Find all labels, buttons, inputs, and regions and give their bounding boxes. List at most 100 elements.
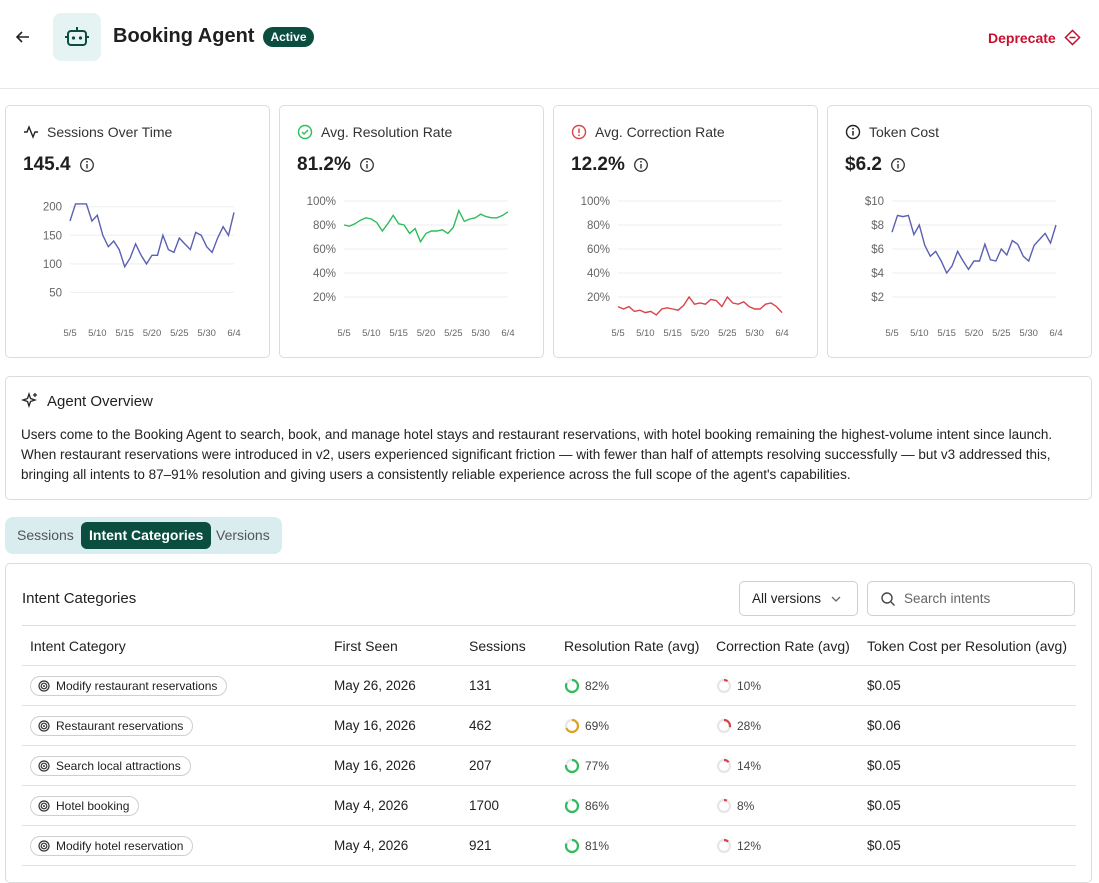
x-tick-label: 6/4 xyxy=(775,328,788,339)
y-tick-label: $10 xyxy=(865,196,884,208)
correction-rate: 8% xyxy=(716,798,867,814)
tab[interactable]: Versions xyxy=(216,527,270,543)
correction-rate: 28% xyxy=(716,718,867,734)
metric-icon xyxy=(571,124,587,140)
intent-cell: Modify restaurant reservations xyxy=(22,675,334,696)
metric-title-text: Avg. Correction Rate xyxy=(595,124,725,140)
deprecate-button[interactable]: Deprecate xyxy=(988,29,1081,46)
column-header: Intent Category xyxy=(30,637,126,654)
token-cost: $0.05 xyxy=(867,678,901,693)
x-tick-label: 5/15 xyxy=(663,328,682,339)
column-header: Correction Rate (avg) xyxy=(716,637,850,654)
metric-card: Avg. Resolution Rate 81.2% 20% 40% 60% 80% 100… xyxy=(279,105,544,358)
metric-value: 145.4 xyxy=(23,154,95,176)
metric-icon xyxy=(24,125,38,139)
ring-arc xyxy=(564,718,580,733)
rate-ring xyxy=(716,798,732,813)
x-tick-label: 5/20 xyxy=(417,328,436,339)
overview-card: Agent Overview Users come to the Booking… xyxy=(5,376,1092,500)
info-icon xyxy=(79,158,94,172)
correction-rate: 10% xyxy=(716,678,867,694)
first-seen: May 26, 2026 xyxy=(334,678,416,693)
ring-arc xyxy=(564,678,580,693)
rate-label: 86% xyxy=(585,798,610,813)
rate-label: 77% xyxy=(585,758,610,773)
x-tick-label: 5/10 xyxy=(362,328,381,339)
x-tick-label: 6/4 xyxy=(227,328,240,339)
search-input[interactable]: Search intents xyxy=(867,581,1075,616)
rate-label: 12% xyxy=(737,838,762,853)
rate-label: 10% xyxy=(737,678,762,693)
x-tick-label: 5/5 xyxy=(63,328,76,339)
metric-card: Sessions Over Time 145.4 50 100 150 200 5/5 5/1… xyxy=(5,105,270,358)
y-tick-label: 40% xyxy=(587,268,610,280)
metric-title: Token Cost xyxy=(845,124,939,140)
column-header: Sessions xyxy=(469,637,526,654)
y-tick-label: 20% xyxy=(587,292,610,304)
rate-ring xyxy=(564,798,580,813)
y-tick-label: 60% xyxy=(587,244,610,256)
first-seen: May 16, 2026 xyxy=(334,718,416,733)
x-tick-label: 5/25 xyxy=(992,328,1011,339)
y-tick-label: 80% xyxy=(313,220,336,232)
intent-icon xyxy=(38,719,50,732)
x-tick-label: 6/4 xyxy=(1049,328,1062,339)
x-tick-label: 5/10 xyxy=(636,328,655,339)
intent-chip: Search local attractions xyxy=(30,755,191,776)
mini-chart: 20% 40% 60% 80% 100% 5/5 5/10 5/15 5/20 5/25 5/30 6… xyxy=(581,196,789,339)
metric-icon xyxy=(845,124,861,140)
metric-value: $6.2 xyxy=(845,154,906,176)
info-icon xyxy=(891,158,905,172)
column-header: Resolution Rate (avg) xyxy=(564,637,700,654)
search-placeholder: Search intents xyxy=(904,591,991,606)
y-tick-label: 200 xyxy=(43,202,62,214)
rate-ring xyxy=(564,838,580,853)
intent-name: Restaurant reservations xyxy=(56,718,184,733)
rate-ring xyxy=(564,758,580,773)
table-row[interactable]: Modify hotel reservation May 4, 2026 921 81… xyxy=(22,826,1076,866)
rate-label: 81% xyxy=(585,838,610,853)
sessions: 207 xyxy=(469,758,492,773)
intent-icon xyxy=(38,759,50,772)
rate-ring xyxy=(564,718,580,733)
table-title: Intent Categories xyxy=(22,590,137,607)
metric-value: 81.2% xyxy=(297,154,375,176)
y-tick-label: 150 xyxy=(43,230,62,242)
x-tick-label: 5/25 xyxy=(444,328,463,339)
metric-title-text: Token Cost xyxy=(869,124,940,140)
table-row[interactable]: Hotel booking May 4, 2026 1700 86% 8% $0.05 xyxy=(22,786,1076,826)
metric-value-text: $6.2 xyxy=(845,154,882,175)
resolution-rate: 77% xyxy=(564,758,716,774)
x-tick-label: 5/5 xyxy=(611,328,624,339)
x-tick-label: 5/30 xyxy=(745,328,764,339)
ring-arc xyxy=(716,718,732,733)
x-tick-label: 5/10 xyxy=(910,328,929,339)
y-tick-label: 60% xyxy=(313,244,336,256)
x-tick-label: 6/4 xyxy=(501,328,514,339)
rate-label: 14% xyxy=(737,758,762,773)
x-tick-label: 5/15 xyxy=(115,328,134,339)
agent-icon xyxy=(53,13,101,61)
metric-card: Token Cost $6.2 $2 $4 $6 $8 $10 5/5 5/10 5/15 5/20… xyxy=(827,105,1092,358)
rate-ring xyxy=(716,678,732,693)
y-tick-label: 40% xyxy=(313,268,336,280)
intent-table: Intent Category First Seen Sessions Resolut… xyxy=(22,625,1076,866)
intent-name: Modify restaurant reservations xyxy=(56,678,218,693)
ring-arc xyxy=(716,758,732,773)
rate-ring xyxy=(716,838,732,853)
table-row[interactable]: Modify restaurant reservations May 26, 20… xyxy=(22,666,1076,706)
x-tick-label: 5/20 xyxy=(691,328,710,339)
rate-label: 82% xyxy=(585,678,610,693)
tab[interactable]: Intent Categories xyxy=(81,522,212,549)
intent-chip: Modify restaurant reservations xyxy=(30,675,228,696)
version-filter[interactable]: All versions xyxy=(739,581,858,616)
table-row[interactable]: Search local attractions May 16, 2026 207 7… xyxy=(22,746,1076,786)
intent-icon xyxy=(38,799,50,812)
column-header: First Seen xyxy=(334,637,398,654)
deprecate-label: Deprecate xyxy=(988,29,1056,46)
x-tick-label: 5/25 xyxy=(718,328,737,339)
tab[interactable]: Sessions xyxy=(17,527,74,543)
table-row[interactable]: Restaurant reservations May 16, 2026 462 69… xyxy=(22,706,1076,746)
back-arrow[interactable] xyxy=(14,29,32,45)
intent-icon xyxy=(38,679,50,692)
